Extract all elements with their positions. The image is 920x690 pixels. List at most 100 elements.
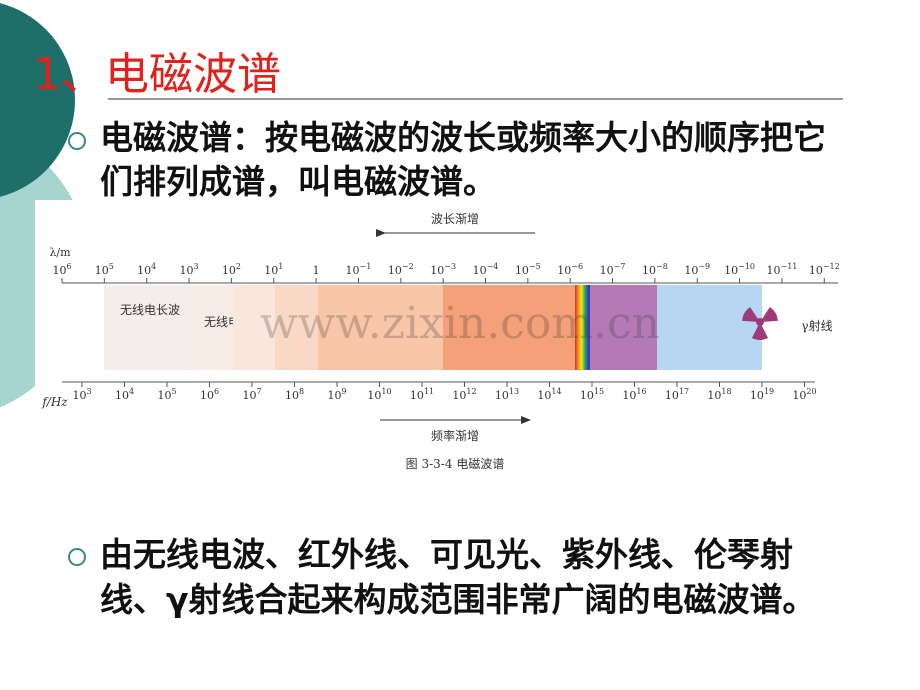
icon-blade [760, 307, 778, 322]
tick-exp: 1 [278, 262, 283, 271]
tick-base: 10 [452, 389, 466, 402]
tick-base: 10 [346, 264, 360, 277]
tick-exp: −6 [571, 262, 583, 271]
tick-label: 1013 [495, 387, 519, 402]
tick-label: 10−6 [557, 262, 583, 277]
tick-exp: 10 [381, 387, 391, 396]
tick-exp: 17 [679, 387, 689, 396]
band [233, 285, 275, 370]
radiation-icon [742, 307, 778, 340]
tick-exp: −12 [823, 262, 840, 271]
tick-base: 10 [200, 389, 214, 402]
tick-label: 10−1 [346, 262, 372, 277]
tick-exp: 6 [66, 262, 71, 271]
watermark: www.zixin.com.cn [260, 298, 660, 349]
tick-label: 10−3 [430, 262, 456, 277]
tick-base: 10 [285, 389, 299, 402]
tick-base: 10 [684, 264, 698, 277]
tick-base: 10 [242, 389, 256, 402]
tick-exp: −7 [614, 262, 626, 271]
arrow-label: 频率渐增 [431, 428, 479, 443]
tick-exp: −3 [444, 262, 456, 271]
tick-base: 10 [430, 264, 444, 277]
tick-label: 10−10 [724, 262, 755, 277]
tick-base: 10 [792, 389, 806, 402]
tick-exp: 6 [214, 387, 219, 396]
tick-label: 1011 [410, 387, 434, 402]
tick-base: 10 [52, 264, 66, 277]
tick-base: 1 [313, 264, 320, 277]
tick-label: 10−11 [767, 262, 798, 277]
tick-exp: −1 [360, 262, 372, 271]
tick-base: 10 [473, 264, 487, 277]
tick-exp: 12 [466, 387, 476, 396]
tick-label: 10−7 [600, 262, 626, 277]
decor-circle [0, 3, 75, 197]
tick-label: 10−8 [642, 262, 668, 277]
tick-label: 1012 [452, 387, 476, 402]
tick-exp: −11 [781, 262, 798, 271]
tick-exp: 16 [636, 387, 646, 396]
bullet: 由无线电波、红外线、可见光、紫外线、伦琴射线、γ射线合起来构成范围非常广阔的电磁… [100, 535, 816, 619]
band-label: γ射线 [801, 318, 832, 333]
tick-label: 10−5 [515, 262, 541, 277]
tick-exp: 15 [594, 387, 604, 396]
tick-label: 105 [157, 387, 176, 402]
tick-label: 10−4 [473, 262, 499, 277]
band [275, 285, 318, 370]
tick-exp: 20 [806, 387, 816, 396]
tick-base: 10 [750, 389, 764, 402]
tick-label: 10−9 [684, 262, 710, 277]
arrow-label: 波长渐增 [431, 212, 479, 226]
tick-exp: 18 [721, 387, 731, 396]
tick-exp: 7 [256, 387, 261, 396]
tick-base: 10 [600, 264, 614, 277]
tick-base: 10 [367, 389, 381, 402]
tick-exp: −2 [402, 262, 414, 271]
title: 1、电磁波谱 [33, 49, 281, 100]
tick-label: 104 [115, 387, 134, 402]
tick-base: 10 [95, 264, 109, 277]
tick-label: 1014 [537, 387, 561, 402]
tick-exp: 8 [299, 387, 304, 396]
tick-label: 102 [222, 262, 241, 277]
tick-base: 10 [157, 389, 171, 402]
tick-base: 10 [327, 389, 341, 402]
tick-exp: 5 [171, 387, 176, 396]
tick-exp: 19 [764, 387, 774, 396]
tick-label: 1 [313, 264, 320, 277]
tick-label: 108 [285, 387, 304, 402]
tick-exp: 4 [151, 262, 156, 271]
tick-exp: −4 [487, 262, 499, 271]
axis-unit: f/Hz [41, 395, 68, 409]
band [443, 285, 575, 370]
tick-exp: −9 [698, 262, 710, 271]
tick-label: 1018 [707, 387, 731, 402]
tick-base: 10 [72, 389, 86, 402]
band [590, 285, 657, 370]
tick-label: 107 [242, 387, 261, 402]
bullet-marker [68, 132, 86, 150]
bullet-marker [68, 548, 86, 566]
tick-base: 10 [410, 389, 424, 402]
icon-center [756, 318, 764, 326]
icon-blade [742, 307, 760, 322]
tick-base: 10 [388, 264, 402, 277]
bullet: 电磁波谱：按电磁波的波长或频率大小的顺序把它们排列成谱，叫电磁波谱。 [100, 118, 826, 201]
tick-label: 1015 [580, 387, 604, 402]
tick-label: 109 [327, 387, 346, 402]
tick-exp: 13 [509, 387, 519, 396]
tick-exp: 3 [86, 387, 91, 396]
tick-exp: 4 [129, 387, 134, 396]
tick-exp: −8 [656, 262, 668, 271]
tick-exp: 14 [551, 387, 561, 396]
band [190, 285, 233, 370]
tick-base: 10 [767, 264, 781, 277]
caption: 图 3-3-4 电磁波谱 [406, 456, 505, 471]
tick-label: 103 [180, 262, 199, 277]
tick-base: 10 [180, 264, 194, 277]
tick-base: 10 [622, 389, 636, 402]
